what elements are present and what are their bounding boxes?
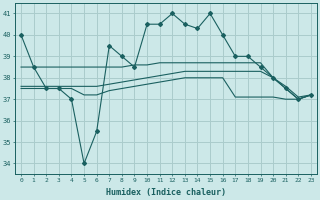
X-axis label: Humidex (Indice chaleur): Humidex (Indice chaleur)	[106, 188, 226, 197]
